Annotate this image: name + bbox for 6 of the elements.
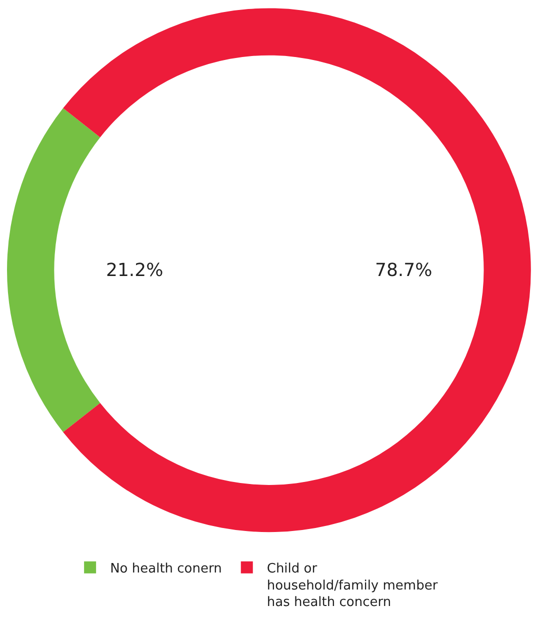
legend-label: Child or household/family member has health concern	[266, 561, 438, 610]
donut-slice	[63, 8, 530, 532]
legend-label: No health conern	[110, 561, 222, 576]
donut-slice	[7, 108, 100, 432]
data-label: 21.2%	[106, 260, 164, 281]
data-label: 78.7%	[375, 260, 432, 281]
